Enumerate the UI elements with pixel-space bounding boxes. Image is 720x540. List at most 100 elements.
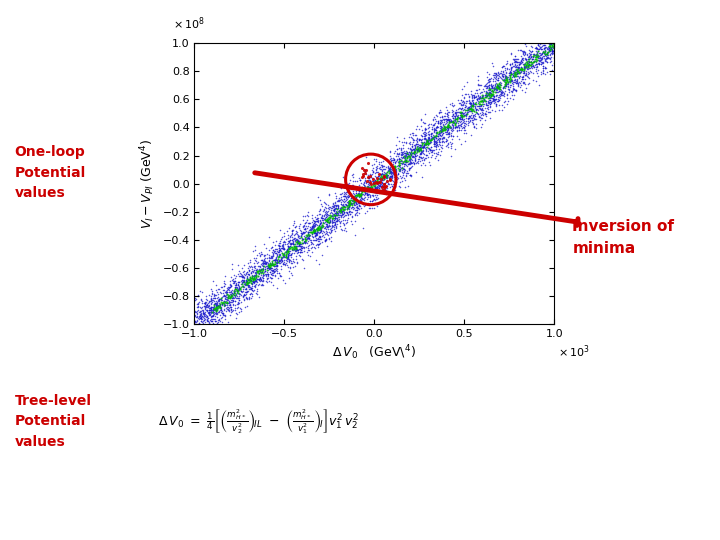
Point: [481, 83, 492, 91]
Point: [357, 184, 369, 193]
Point: [344, 195, 356, 204]
Point: [312, 214, 323, 223]
Point: [219, 294, 230, 302]
Point: [372, 178, 383, 187]
Point: [261, 264, 273, 272]
Point: [237, 273, 248, 281]
Point: [210, 299, 222, 308]
Point: [441, 110, 452, 118]
Point: [238, 291, 249, 299]
Point: [207, 289, 218, 298]
Point: [405, 150, 416, 159]
Point: [401, 169, 413, 178]
Point: [419, 110, 431, 118]
Point: [328, 201, 340, 210]
Point: [230, 301, 241, 310]
Point: [262, 269, 274, 278]
Point: [413, 146, 425, 155]
Point: [331, 205, 343, 213]
Point: [423, 134, 435, 143]
Point: [441, 116, 453, 125]
Point: [544, 46, 555, 55]
Point: [300, 237, 311, 245]
Point: [258, 265, 269, 273]
Point: [395, 156, 407, 165]
Point: [377, 176, 389, 185]
Point: [477, 91, 488, 100]
Point: [431, 110, 442, 119]
Point: [364, 184, 376, 192]
Point: [324, 217, 336, 226]
Point: [401, 149, 413, 158]
Point: [353, 174, 364, 183]
Point: [358, 181, 369, 190]
Point: [330, 193, 342, 202]
Point: [510, 68, 522, 77]
Point: [322, 221, 333, 230]
Point: [507, 66, 518, 75]
Point: [317, 216, 328, 225]
Point: [416, 156, 428, 165]
Point: [210, 305, 222, 313]
Point: [248, 274, 260, 282]
Point: [480, 93, 491, 102]
Point: [500, 72, 512, 80]
Point: [310, 227, 321, 236]
Point: [364, 174, 375, 183]
Point: [293, 223, 305, 232]
Point: [512, 81, 523, 90]
Point: [282, 242, 294, 251]
Point: [292, 238, 303, 246]
Point: [537, 66, 549, 75]
Point: [416, 146, 428, 155]
Point: [203, 314, 215, 322]
Point: [335, 206, 346, 215]
Point: [293, 221, 305, 230]
Point: [225, 302, 237, 311]
Point: [366, 183, 378, 192]
Point: [246, 276, 257, 285]
Point: [313, 240, 325, 248]
Point: [320, 212, 332, 221]
Point: [292, 239, 304, 247]
Point: [314, 239, 325, 247]
Point: [380, 171, 392, 179]
Point: [426, 135, 437, 144]
Point: [219, 288, 230, 296]
Point: [415, 122, 427, 131]
Point: [497, 71, 508, 80]
Point: [407, 151, 418, 160]
Point: [364, 174, 375, 183]
Point: [510, 66, 521, 75]
Point: [390, 151, 402, 160]
Point: [423, 144, 434, 153]
Point: [221, 305, 233, 314]
Point: [250, 264, 261, 272]
Point: [490, 72, 501, 80]
Point: [373, 178, 384, 186]
Point: [249, 275, 261, 284]
Point: [424, 146, 436, 154]
Point: [329, 214, 341, 222]
Point: [509, 68, 521, 76]
Point: [543, 54, 554, 63]
Point: [276, 254, 287, 262]
Point: [498, 81, 510, 90]
Point: [302, 244, 314, 252]
Point: [515, 64, 526, 73]
Point: [537, 48, 549, 56]
Point: [334, 206, 346, 214]
Point: [414, 150, 426, 158]
Point: [504, 65, 516, 73]
Point: [466, 109, 477, 117]
Point: [362, 180, 374, 188]
Point: [218, 296, 230, 305]
Point: [330, 208, 342, 217]
Point: [282, 257, 293, 266]
Point: [217, 301, 228, 310]
Point: [335, 195, 346, 204]
Point: [387, 153, 399, 162]
Point: [260, 270, 271, 279]
Point: [199, 312, 210, 320]
Point: [395, 156, 407, 165]
